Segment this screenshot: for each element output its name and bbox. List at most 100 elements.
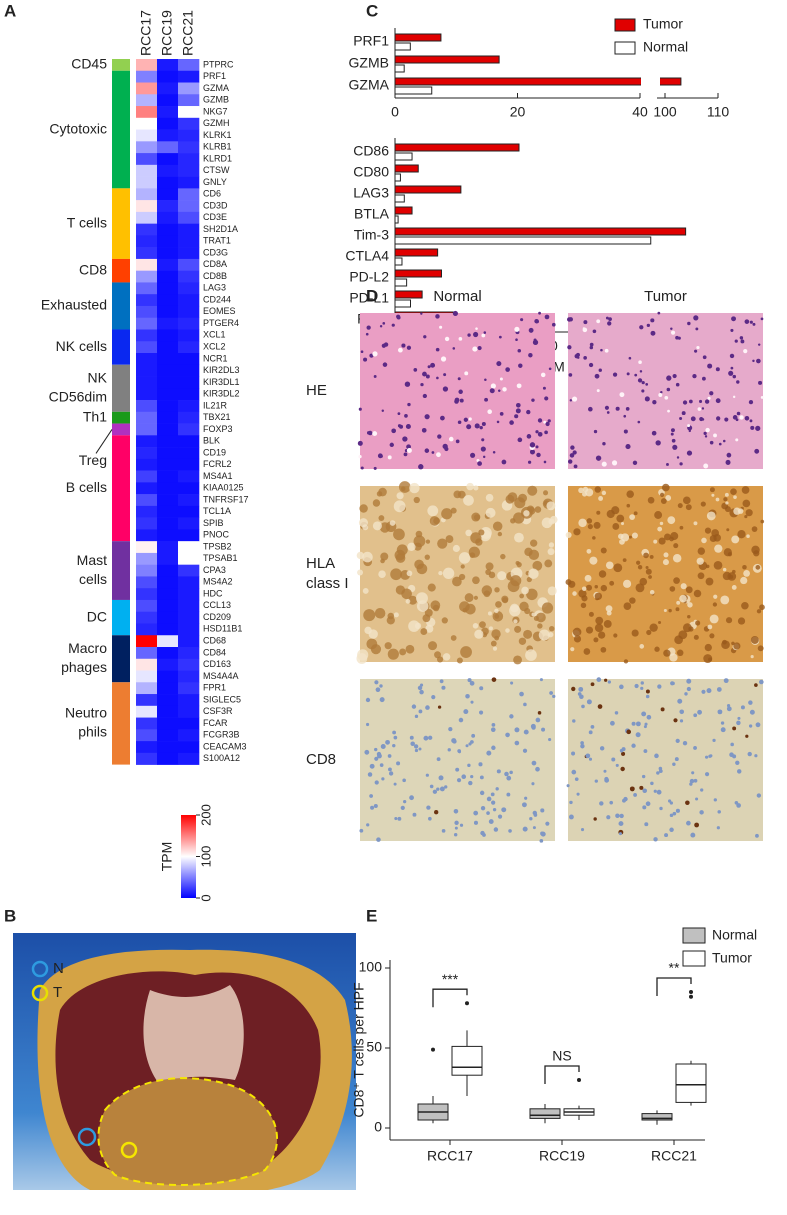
nucleus xyxy=(519,691,524,697)
stain xyxy=(609,580,615,586)
stain xyxy=(430,600,441,611)
nucleus xyxy=(385,739,390,745)
nucleus xyxy=(588,757,593,761)
significance-label: *** xyxy=(442,971,459,987)
nucleus xyxy=(731,316,736,322)
stain xyxy=(474,629,484,639)
nucleus xyxy=(640,681,644,685)
nucleus xyxy=(749,320,753,324)
nucleus xyxy=(754,448,760,454)
nucleus xyxy=(389,442,394,448)
stain xyxy=(519,601,529,612)
nucleus xyxy=(366,431,371,435)
heatmap-cell xyxy=(157,541,179,554)
nucleus xyxy=(571,396,578,402)
heatmap-cell xyxy=(136,317,158,330)
nucleus xyxy=(590,725,595,729)
stain xyxy=(452,544,460,553)
nucleus xyxy=(582,327,586,330)
legend-swatch xyxy=(682,950,706,967)
heatmap-cell xyxy=(136,635,158,648)
stain xyxy=(733,495,737,500)
nucleus xyxy=(544,430,548,435)
nucleus xyxy=(755,722,761,728)
category-label: PD-L2 xyxy=(349,269,389,285)
stain xyxy=(707,624,713,630)
nucleus xyxy=(671,681,675,686)
heatmap-cell xyxy=(178,129,200,142)
stain xyxy=(573,635,582,643)
heatmap-cell xyxy=(136,353,158,366)
heatmap-cell xyxy=(178,517,200,530)
heatmap-cell xyxy=(136,741,158,754)
nucleus xyxy=(457,377,461,381)
nucleus xyxy=(604,405,609,410)
stain xyxy=(581,586,587,592)
group-label: CD8 xyxy=(79,261,107,277)
stain xyxy=(378,515,385,521)
heatmap-cell xyxy=(157,388,179,401)
nucleus xyxy=(583,356,587,360)
nucleus xyxy=(397,816,402,821)
heatmap-cell xyxy=(157,164,179,177)
nucleus xyxy=(672,811,677,816)
nucleus xyxy=(436,376,439,380)
nucleus xyxy=(400,805,405,810)
stain xyxy=(407,542,416,552)
nucleus xyxy=(638,360,642,364)
category-label: CD80 xyxy=(353,164,389,180)
stain xyxy=(438,570,443,576)
stain xyxy=(680,583,687,590)
category-label: GZMA xyxy=(349,77,390,93)
stain xyxy=(756,609,762,614)
stain xyxy=(398,481,411,493)
nucleus xyxy=(517,437,523,443)
stain xyxy=(378,487,387,497)
nucleus xyxy=(594,373,600,379)
nucleus xyxy=(567,345,572,350)
stain xyxy=(450,635,457,641)
stain xyxy=(685,586,693,594)
nucleus xyxy=(596,389,600,393)
stain xyxy=(682,496,691,505)
nucleus xyxy=(436,757,441,762)
stain xyxy=(519,593,525,599)
nucleus xyxy=(475,327,478,330)
nucleus xyxy=(646,323,651,328)
nucleus xyxy=(533,338,537,342)
nucleus xyxy=(573,464,578,469)
nucleus xyxy=(699,416,704,422)
stain xyxy=(460,646,472,658)
heatmap-cell xyxy=(157,741,179,754)
stain xyxy=(527,485,538,496)
row-label: HE xyxy=(306,382,327,399)
nucleus xyxy=(486,796,492,802)
marker-label: T xyxy=(53,984,62,1001)
heatmap-cell xyxy=(178,482,200,495)
column-header: Normal xyxy=(433,288,481,305)
outlier xyxy=(431,1047,435,1052)
nucleus xyxy=(374,747,378,752)
stain xyxy=(658,537,666,545)
stain xyxy=(596,510,601,515)
nucleus xyxy=(730,366,734,370)
nucleus xyxy=(732,726,737,731)
stain xyxy=(757,645,764,652)
outlier xyxy=(465,1001,469,1006)
stain xyxy=(731,535,740,544)
stain xyxy=(492,521,503,531)
nucleus xyxy=(486,811,490,815)
nucleus xyxy=(491,723,496,727)
stain xyxy=(549,515,558,524)
nucleus xyxy=(717,709,723,715)
nucleus xyxy=(734,339,738,343)
nucleus xyxy=(536,452,541,458)
stain xyxy=(662,559,669,566)
heatmap-cell xyxy=(136,552,158,565)
nucleus xyxy=(590,682,595,687)
nucleus xyxy=(589,342,594,347)
significance-bracket xyxy=(656,977,692,996)
nucleus xyxy=(594,779,598,783)
stain xyxy=(587,524,593,530)
